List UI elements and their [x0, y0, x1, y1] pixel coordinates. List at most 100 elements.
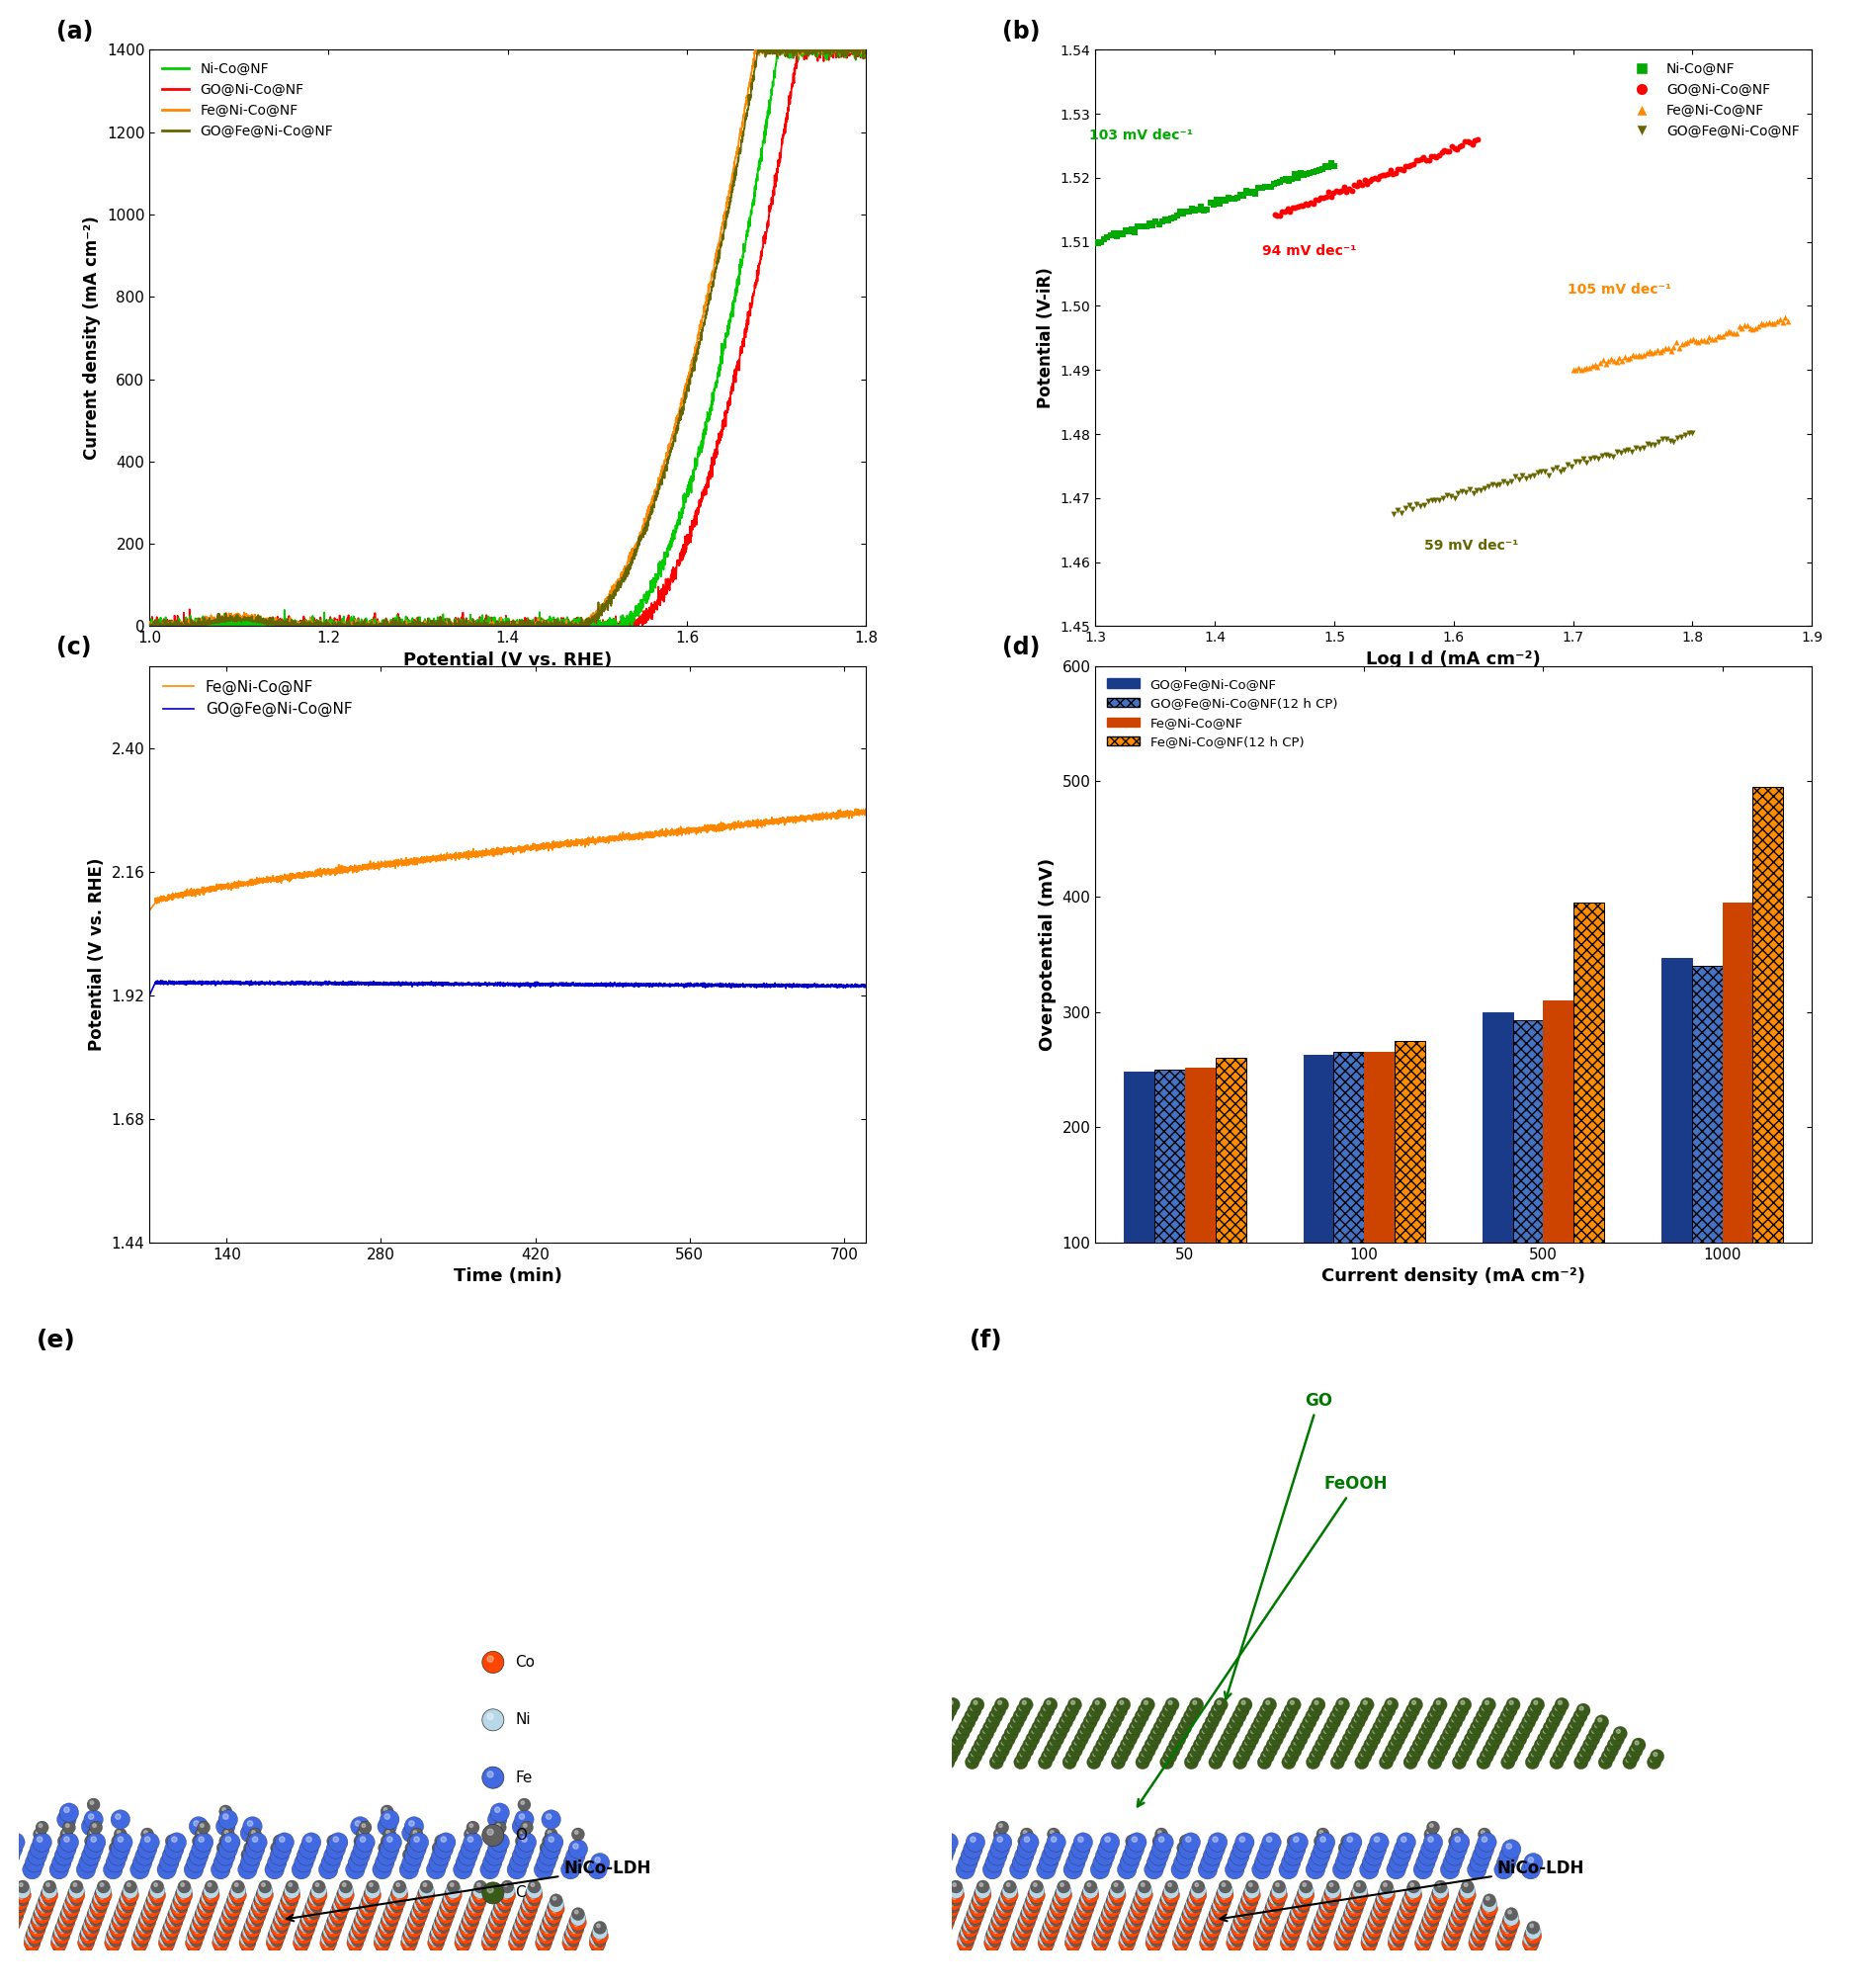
- Circle shape: [381, 1928, 385, 1932]
- Circle shape: [1415, 1930, 1430, 1946]
- Circle shape: [515, 1936, 519, 1940]
- Circle shape: [362, 1823, 366, 1827]
- Circle shape: [973, 1901, 978, 1905]
- Circle shape: [999, 1891, 1014, 1905]
- Circle shape: [1288, 1920, 1294, 1924]
- Circle shape: [1087, 1718, 1090, 1722]
- Circle shape: [222, 1843, 228, 1849]
- Circle shape: [513, 1857, 519, 1863]
- Circle shape: [357, 1920, 360, 1924]
- Circle shape: [1425, 1905, 1439, 1918]
- Circle shape: [291, 1861, 310, 1879]
- Circle shape: [1139, 1891, 1144, 1895]
- Circle shape: [147, 1891, 162, 1905]
- Circle shape: [1001, 1887, 1018, 1903]
- Circle shape: [1232, 1914, 1249, 1930]
- Point: [1617, 435, 1647, 467]
- Circle shape: [217, 1934, 230, 1946]
- Point: [1593, 346, 1622, 378]
- Circle shape: [1135, 1710, 1148, 1724]
- Circle shape: [935, 1839, 956, 1859]
- Circle shape: [1471, 1938, 1477, 1942]
- Circle shape: [1018, 1914, 1034, 1930]
- Circle shape: [1083, 1716, 1096, 1730]
- Circle shape: [1501, 1857, 1507, 1863]
- Point: [1611, 342, 1641, 374]
- Circle shape: [407, 1936, 411, 1940]
- Circle shape: [1184, 1901, 1197, 1914]
- Circle shape: [39, 1895, 56, 1910]
- Point: [1693, 322, 1723, 354]
- Circle shape: [1391, 1924, 1406, 1940]
- Circle shape: [1258, 1920, 1273, 1938]
- Point: [1686, 324, 1716, 356]
- Circle shape: [1083, 1881, 1096, 1893]
- Circle shape: [1096, 1920, 1113, 1938]
- Circle shape: [1230, 1934, 1243, 1946]
- Circle shape: [67, 1887, 80, 1901]
- Circle shape: [1447, 1916, 1462, 1932]
- Circle shape: [1116, 1751, 1120, 1755]
- Circle shape: [45, 1891, 50, 1895]
- Circle shape: [1456, 1903, 1460, 1906]
- Circle shape: [213, 1930, 228, 1946]
- Circle shape: [1135, 1908, 1139, 1912]
- Circle shape: [308, 1895, 319, 1906]
- Circle shape: [1046, 1910, 1060, 1926]
- Circle shape: [1286, 1924, 1290, 1928]
- Circle shape: [140, 1827, 153, 1841]
- Circle shape: [261, 1887, 265, 1891]
- Circle shape: [1150, 1920, 1161, 1934]
- Circle shape: [513, 1839, 534, 1859]
- Circle shape: [405, 1934, 409, 1938]
- Circle shape: [1436, 1887, 1439, 1891]
- Circle shape: [353, 1928, 358, 1932]
- Circle shape: [1363, 1928, 1374, 1940]
- Circle shape: [116, 1843, 121, 1849]
- Circle shape: [1430, 1891, 1445, 1905]
- Circle shape: [1372, 1722, 1385, 1736]
- Circle shape: [1307, 1930, 1322, 1946]
- Point: [1436, 481, 1466, 513]
- Text: 103 mV dec⁻¹: 103 mV dec⁻¹: [1088, 129, 1193, 143]
- Circle shape: [1258, 1916, 1273, 1932]
- Circle shape: [1128, 1920, 1131, 1924]
- Circle shape: [282, 1905, 288, 1908]
- Circle shape: [1066, 1928, 1079, 1940]
- Circle shape: [351, 1847, 370, 1865]
- Circle shape: [1471, 1924, 1486, 1940]
- Circle shape: [545, 1930, 549, 1934]
- Circle shape: [891, 1718, 894, 1722]
- Circle shape: [1085, 1710, 1100, 1724]
- Circle shape: [377, 1924, 392, 1940]
- Circle shape: [457, 1924, 472, 1940]
- Circle shape: [1477, 1920, 1490, 1932]
- Circle shape: [1001, 1887, 1014, 1901]
- Circle shape: [140, 1920, 146, 1924]
- Circle shape: [1286, 1698, 1299, 1712]
- Circle shape: [439, 1901, 452, 1914]
- Circle shape: [1098, 1914, 1115, 1930]
- Circle shape: [28, 1944, 32, 1946]
- Circle shape: [407, 1916, 422, 1932]
- Circle shape: [1120, 1928, 1137, 1944]
- Circle shape: [1565, 1736, 1568, 1740]
- Circle shape: [1479, 1905, 1494, 1918]
- Circle shape: [1609, 1741, 1613, 1745]
- Circle shape: [1451, 1710, 1466, 1724]
- Circle shape: [271, 1916, 288, 1932]
- Circle shape: [487, 1857, 493, 1863]
- Circle shape: [362, 1895, 379, 1910]
- Circle shape: [58, 1914, 71, 1926]
- Circle shape: [1283, 1704, 1298, 1718]
- Circle shape: [465, 1843, 470, 1849]
- Circle shape: [319, 1861, 338, 1879]
- Circle shape: [525, 1897, 528, 1901]
- Circle shape: [487, 1771, 493, 1777]
- Circle shape: [144, 1914, 147, 1918]
- Circle shape: [1355, 1887, 1359, 1891]
- Text: (d): (d): [1003, 636, 1040, 660]
- Circle shape: [297, 1920, 310, 1934]
- Circle shape: [465, 1930, 469, 1934]
- Circle shape: [1566, 1722, 1581, 1736]
